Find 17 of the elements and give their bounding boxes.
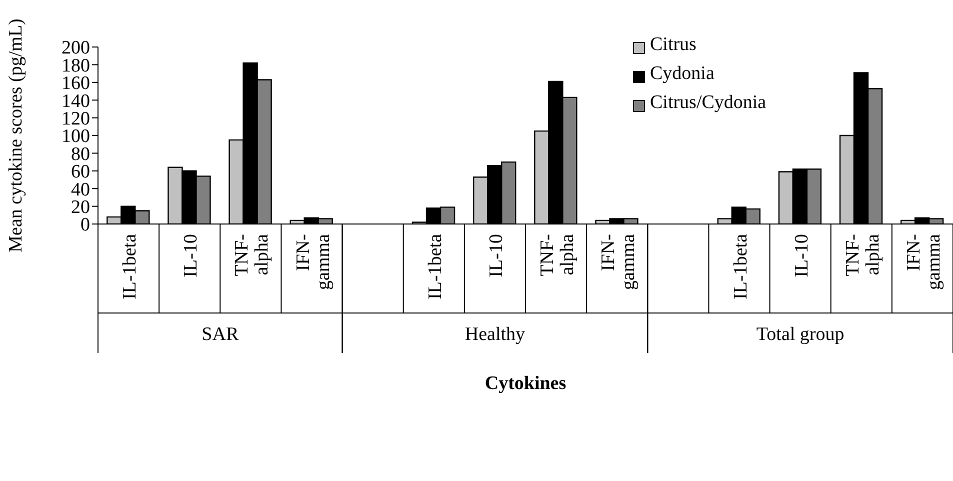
x-tick-label: IL-10 <box>791 234 812 278</box>
x-tick-label: IL-1beta <box>730 233 752 300</box>
text: Total group <box>756 324 844 345</box>
x-tick-label: IL-1beta <box>424 233 446 300</box>
legend-label: Citrus/Cydonia <box>650 91 766 115</box>
legend-label: Citrus <box>650 33 696 57</box>
text: SAR <box>202 324 239 345</box>
x-axis-title: Cytokines <box>484 373 566 394</box>
legend-label: Cydonia <box>650 62 714 86</box>
x-tick-label: IL-1beta <box>120 233 141 300</box>
x-tick-label: TNF-alpha <box>537 233 578 276</box>
x-tick-label: TNF-alpha <box>842 233 884 276</box>
y-axis-title: Mean cytokine scores (pg/mL) <box>6 18 27 252</box>
text: Healthy <box>464 324 526 345</box>
x-tick-label: IL-10 <box>486 234 507 278</box>
x-tick-label: TNF-alpha <box>232 233 273 276</box>
x-tick-label: IL-10 <box>180 234 202 278</box>
